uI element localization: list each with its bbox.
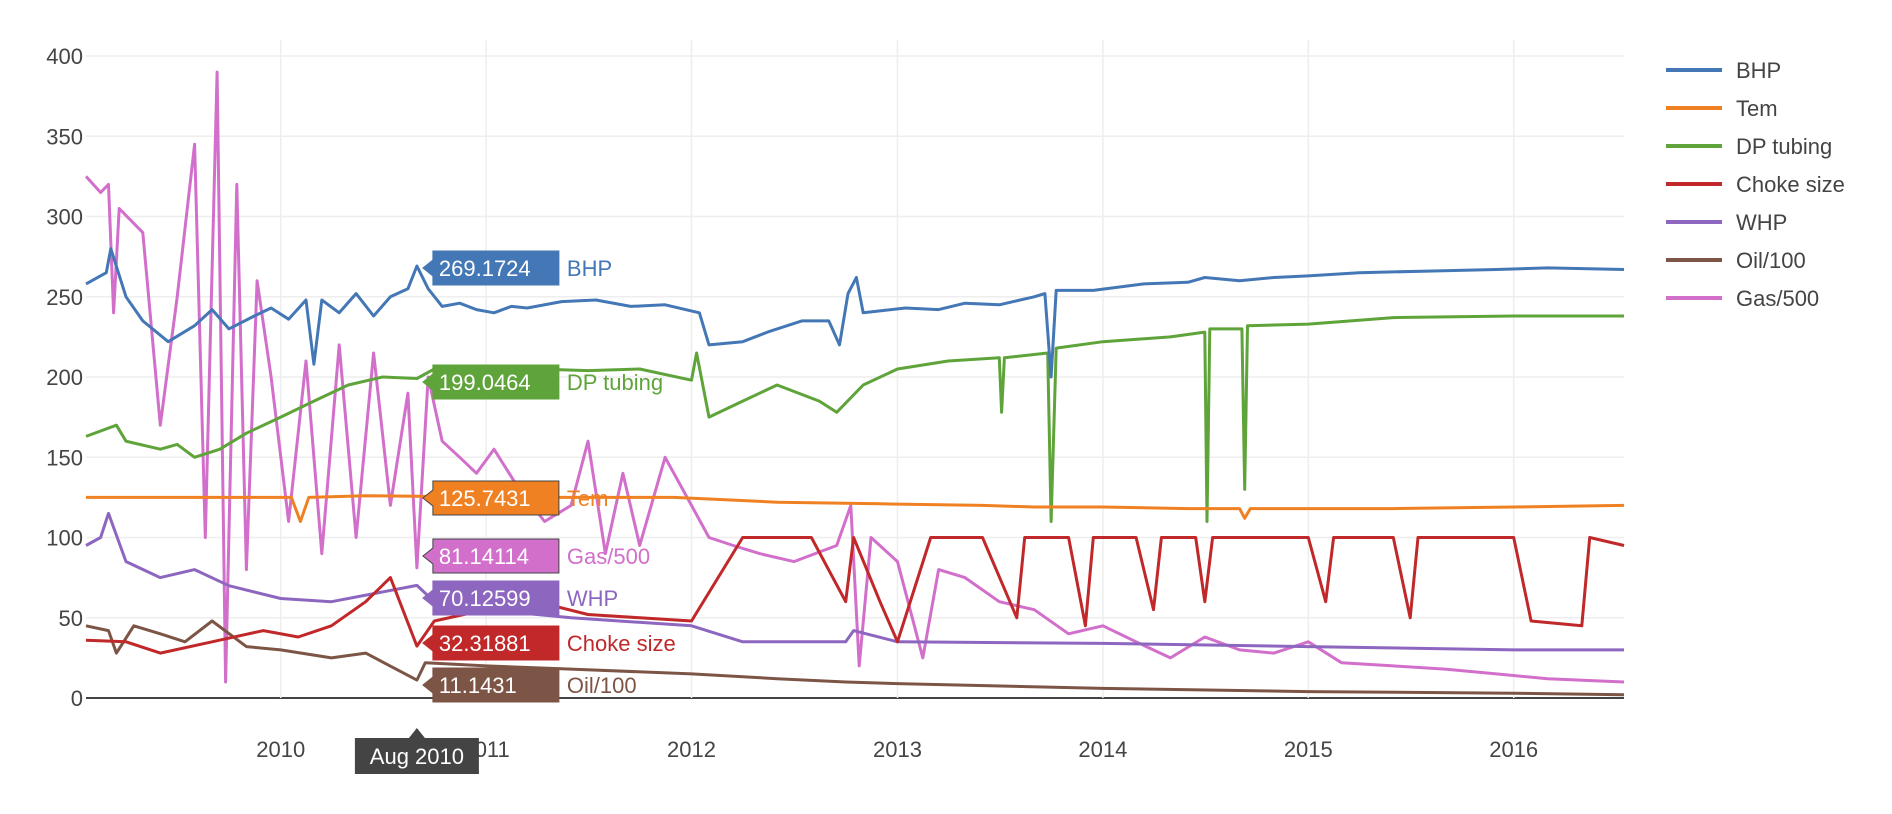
hover-series-name: WHP: [567, 586, 618, 611]
series-line-dp-tubing[interactable]: [85, 314, 1624, 523]
hover-value: 81.14114: [439, 544, 529, 569]
legend-label: Gas/500: [1736, 286, 1819, 311]
y-tick-label: 300: [46, 205, 83, 230]
hover-label-box: [422, 625, 560, 661]
hover-label-box: [422, 667, 560, 703]
hover-label-whp: 70.12599 WHP: [422, 580, 618, 616]
legend-item-choke-size[interactable]: Choke size: [1666, 172, 1845, 197]
x-tick-label: 2016: [1489, 737, 1538, 762]
hover-label-oil-100: 11.1431 Oil/100: [422, 667, 637, 703]
hover-value: 125.7431: [439, 486, 531, 511]
hover-series-name: DP tubing: [567, 370, 663, 395]
series-line-oil-100[interactable]: [85, 619, 1625, 697]
legend-item-bhp[interactable]: BHP: [1666, 58, 1781, 83]
hover-label-box: [422, 250, 560, 286]
legend-item-oil-100[interactable]: Oil/100: [1666, 248, 1806, 273]
x-hover-text: Aug 2010: [370, 744, 464, 769]
hover-value: 32.31881: [439, 631, 531, 656]
y-tick-label: 0: [71, 686, 83, 711]
hover-label-gas-500: 81.14114 Gas/500: [422, 538, 650, 574]
y-tick-label: 350: [46, 124, 83, 149]
x-axis-ticks: 2010 2011 2012 2013 2014 2015 2016: [256, 737, 1538, 762]
hover-label-box: [422, 538, 560, 574]
x-tick-label: 2013: [873, 737, 922, 762]
legend-label: DP tubing: [1736, 134, 1832, 159]
y-tick-label: 400: [46, 44, 83, 69]
x-tick-label: 2015: [1284, 737, 1333, 762]
legend-label: WHP: [1736, 210, 1787, 235]
hover-value: 199.0464: [439, 370, 531, 395]
x-tick-label: 2014: [1078, 737, 1127, 762]
hover-label-box: [422, 480, 560, 516]
y-tick-label: 100: [46, 526, 83, 551]
series-line-gas-500[interactable]: [84, 70, 1625, 684]
hover-label-box: [422, 364, 560, 400]
y-tick-label: 250: [46, 285, 83, 310]
hover-label-bhp: 269.1724 BHP: [422, 250, 612, 286]
y-axis-ticks: 0 50 100 150 200 250 300 350 400: [46, 44, 83, 711]
legend-item-dp-tubing[interactable]: DP tubing: [1666, 134, 1832, 159]
legend-item-tem[interactable]: Tem: [1666, 96, 1778, 121]
legend[interactable]: BHP Tem DP tubing Choke size WHP Oil/100 Gas/5…: [1666, 58, 1845, 311]
hover-series-name: BHP: [567, 256, 612, 281]
x-tick-label: 2012: [667, 737, 716, 762]
legend-item-whp[interactable]: WHP: [1666, 210, 1787, 235]
y-tick-label: 150: [46, 445, 83, 470]
hover-value: 11.1431: [439, 673, 517, 698]
hover-label-tem: 125.7431 Tem: [422, 480, 609, 516]
x-hover-box: [354, 738, 479, 774]
series-line-choke-size[interactable]: [85, 536, 1625, 655]
legend-label: Oil/100: [1736, 248, 1806, 273]
series-line-tem[interactable]: [86, 494, 1625, 523]
hover-labels: 269.1724 BHP 199.0464 DP tubing 125.7431 Tem 8…: [354, 250, 676, 774]
y-tick-label: 200: [46, 365, 83, 390]
y-tick-label: 50: [59, 606, 83, 631]
legend-label: BHP: [1736, 58, 1781, 83]
hover-series-name: Gas/500: [567, 544, 650, 569]
series-line-bhp[interactable]: [85, 247, 1625, 379]
hover-label-dp-tubing: 199.0464 DP tubing: [422, 364, 663, 400]
hover-label-choke-size: 32.31881 Choke size: [422, 625, 676, 661]
hover-series-name: Oil/100: [567, 673, 637, 698]
legend-label: Tem: [1736, 96, 1778, 121]
hover-value: 70.12599: [439, 586, 531, 611]
x-hover-arrow: [408, 728, 425, 738]
hover-series-name: Tem: [567, 486, 609, 511]
x-tick-label: 2010: [256, 737, 305, 762]
hover-label-box: [422, 580, 560, 616]
legend-item-gas-500[interactable]: Gas/500: [1666, 286, 1819, 311]
hover-value: 269.1724: [439, 256, 531, 281]
legend-label: Choke size: [1736, 172, 1845, 197]
series-lines[interactable]: [84, 70, 1625, 697]
x-hover-label: Aug 2010: [354, 728, 479, 774]
hover-series-name: Choke size: [567, 631, 676, 656]
